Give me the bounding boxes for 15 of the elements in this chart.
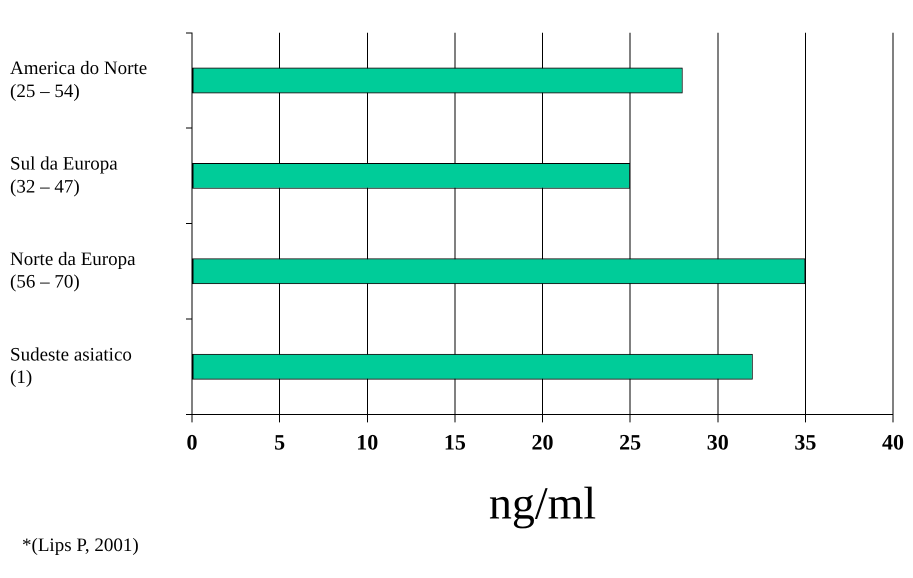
y-tick-label: America do Norte (25 – 54) (10, 58, 148, 102)
x-axis-title: ng/ml (488, 477, 596, 528)
x-tick-label: 20 (532, 429, 554, 454)
x-tick-label: 0 (186, 429, 198, 454)
x-tick-label: 25 (619, 429, 642, 454)
x-tick-label: 30 (706, 429, 729, 454)
x-tick-label: 10 (356, 429, 378, 454)
x-tick-label: 40 (882, 429, 904, 454)
x-tick-label: 35 (794, 429, 816, 454)
y-tick-label: Sudeste asiatico (1) (10, 344, 132, 388)
y-tick-label: Norte da Europa (56 – 70) (10, 248, 136, 293)
x-tick-label: 5 (274, 429, 286, 454)
y-tick-label: Sul da Europa (32 – 47) (10, 153, 118, 198)
x-tick-label: 15 (444, 429, 466, 454)
text: *(Lips P, 2001) (22, 535, 139, 557)
